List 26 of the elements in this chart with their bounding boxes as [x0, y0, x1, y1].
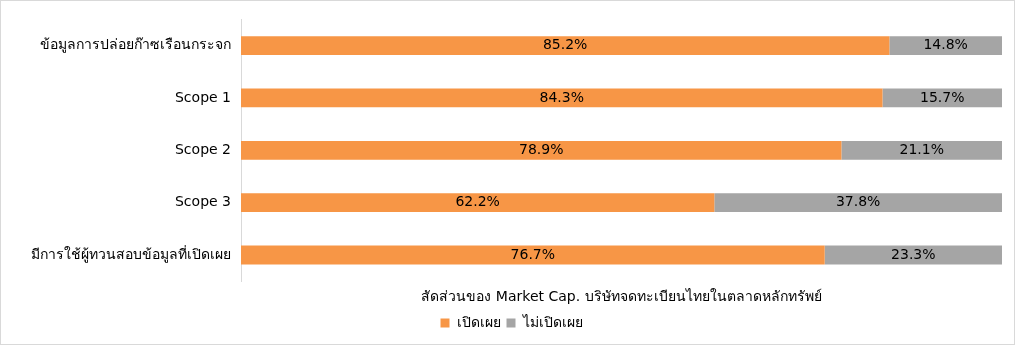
- bar: [241, 88, 883, 108]
- data-label: 76.7%: [510, 245, 556, 262]
- data-label: 78.9%: [518, 140, 564, 157]
- bar: [241, 36, 890, 56]
- y-tick-label: Scope 2: [174, 140, 231, 157]
- y-tick-label: ข้อมูลการปล่อยก๊าซเรือนกระจก: [40, 36, 231, 54]
- bar: [714, 193, 1002, 213]
- data-label: 23.3%: [891, 245, 936, 262]
- data-label: 15.7%: [920, 88, 965, 105]
- data-label: 14.8%: [923, 36, 968, 53]
- data-label: 21.1%: [899, 140, 944, 157]
- y-tick-label: มีการใช้ผู้ทวนสอบข้อมูลที่เปิดเผย: [31, 244, 231, 263]
- data-label: 84.3%: [539, 88, 584, 105]
- bar: [241, 245, 825, 265]
- y-tick-label: Scope 3: [174, 193, 231, 210]
- legend-label: ไม่เปิดเผย: [521, 313, 583, 330]
- x-axis-title: สัดส่วนของ Market Cap. บริษัทจดทะเบียนไทยในตลาดหลักทรัพย์: [421, 288, 822, 305]
- bar: [241, 140, 842, 160]
- data-label: 37.8%: [835, 193, 881, 210]
- bar: [841, 140, 1002, 160]
- data-label: 85.2%: [542, 36, 588, 53]
- bar: [889, 36, 1002, 56]
- bar: [241, 193, 715, 213]
- y-tick-label: Scope 1: [174, 88, 231, 105]
- legend-label: เปิดเผย: [456, 313, 501, 330]
- data-label: 62.2%: [455, 193, 500, 210]
